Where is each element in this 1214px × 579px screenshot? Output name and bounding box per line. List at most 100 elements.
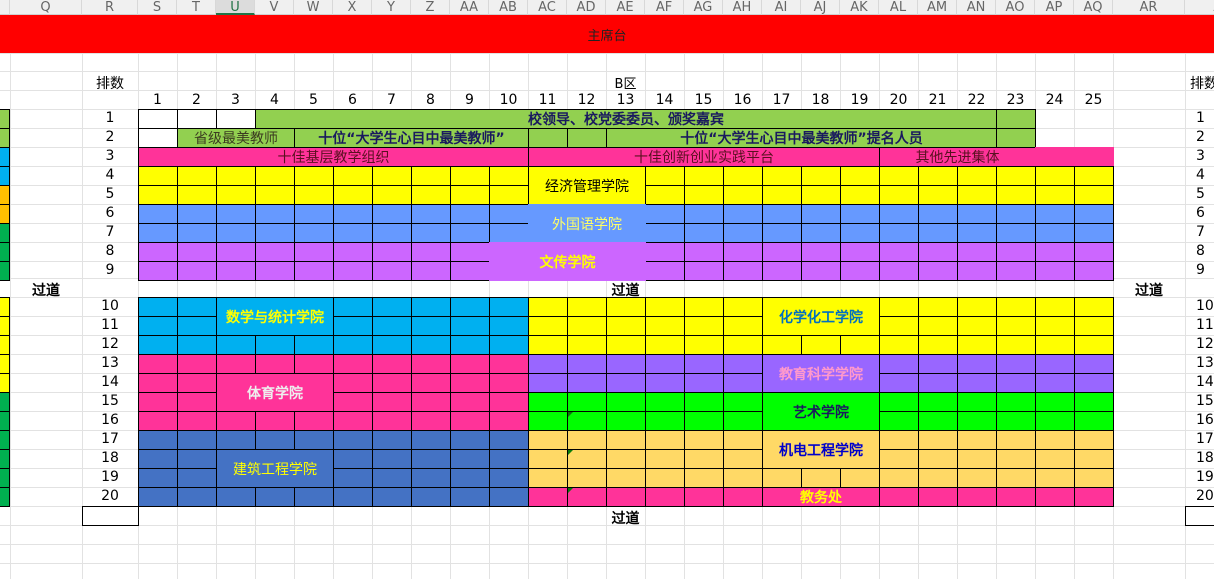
seat-cell[interactable] <box>372 392 412 412</box>
seat-cell[interactable] <box>684 316 724 336</box>
seat-cell[interactable] <box>1074 335 1114 355</box>
seat-cell[interactable] <box>411 392 451 412</box>
seat-cell[interactable] <box>411 411 451 431</box>
seat-cell[interactable] <box>918 316 958 336</box>
seat-cell[interactable] <box>996 109 1036 129</box>
seat-cell[interactable] <box>138 185 178 205</box>
seat-cell[interactable] <box>138 109 178 129</box>
seat-cell[interactable] <box>762 223 802 243</box>
seat-cell[interactable] <box>138 316 178 336</box>
seat-cell[interactable] <box>957 297 997 317</box>
seat-cell[interactable] <box>957 223 997 243</box>
seat-cell[interactable] <box>528 316 568 336</box>
seat-cell[interactable] <box>411 468 451 488</box>
column-header-an[interactable]: AN <box>957 0 996 15</box>
seat-cell[interactable] <box>645 297 685 317</box>
seat-cell[interactable] <box>1035 449 1075 469</box>
seat-cell[interactable] <box>177 392 217 412</box>
seat-cell[interactable] <box>294 411 334 431</box>
seat-cell[interactable] <box>333 316 373 336</box>
seat-cell[interactable] <box>606 316 646 336</box>
column-header-y[interactable]: Y <box>372 0 411 15</box>
seat-cell[interactable] <box>723 487 763 507</box>
seat-cell[interactable] <box>372 166 412 186</box>
seat-cell[interactable] <box>840 204 880 224</box>
seat-cell[interactable] <box>528 411 568 431</box>
seat-cell[interactable] <box>411 335 451 355</box>
seat-cell[interactable] <box>255 430 295 450</box>
seat-cell[interactable] <box>645 449 685 469</box>
seat-cell[interactable] <box>840 166 880 186</box>
column-header-r[interactable]: R <box>82 0 138 15</box>
seat-cell[interactable] <box>489 468 529 488</box>
economics-block[interactable]: 经济管理学院 <box>528 166 646 205</box>
error-indicator-icon[interactable] <box>568 450 573 455</box>
seat-cell[interactable] <box>216 204 256 224</box>
seat-cell[interactable] <box>138 297 178 317</box>
seat-cell[interactable] <box>177 316 217 336</box>
seat-cell[interactable] <box>1035 354 1075 374</box>
seat-cell[interactable] <box>1035 468 1075 488</box>
seat-cell[interactable] <box>528 128 568 148</box>
chemistry-block[interactable]: 化学化工学院 <box>762 297 880 336</box>
seat-cell[interactable] <box>255 487 295 507</box>
seat-cell[interactable] <box>645 166 685 186</box>
seat-cell[interactable] <box>840 242 880 262</box>
seat-cell[interactable] <box>294 487 334 507</box>
seat-cell[interactable] <box>957 166 997 186</box>
seat-cell[interactable] <box>684 185 724 205</box>
seat-cell[interactable] <box>411 185 451 205</box>
seat-cell[interactable] <box>996 430 1036 450</box>
academic-affairs-block[interactable]: 教务处 <box>762 487 880 507</box>
seat-cell[interactable] <box>1074 354 1114 374</box>
architecture-block[interactable]: 建筑工程学院 <box>216 449 334 488</box>
seat-cell[interactable] <box>684 449 724 469</box>
seat-cell[interactable] <box>840 223 880 243</box>
seat-cell[interactable] <box>645 185 685 205</box>
seat-cell[interactable] <box>567 335 607 355</box>
seat-cell[interactable] <box>177 297 217 317</box>
seat-cell[interactable] <box>606 430 646 450</box>
seat-cell[interactable] <box>723 335 763 355</box>
pink-filler[interactable] <box>1035 147 1114 167</box>
seat-cell[interactable] <box>957 354 997 374</box>
seat-cell[interactable] <box>723 449 763 469</box>
seat-cell[interactable] <box>645 411 685 431</box>
seat-cell[interactable] <box>918 335 958 355</box>
seat-cell[interactable] <box>996 128 1036 148</box>
seat-cell[interactable] <box>996 297 1036 317</box>
seat-cell[interactable] <box>762 242 802 262</box>
seat-cell[interactable] <box>450 335 490 355</box>
seat-cell[interactable] <box>333 297 373 317</box>
seat-cell[interactable] <box>1035 204 1075 224</box>
seat-cell[interactable] <box>723 204 763 224</box>
seat-cell[interactable] <box>138 335 178 355</box>
seat-cell[interactable] <box>1074 261 1114 281</box>
seat-cell[interactable] <box>489 392 529 412</box>
seat-cell[interactable] <box>528 335 568 355</box>
seat-cell[interactable] <box>1035 166 1075 186</box>
seat-cell[interactable] <box>684 354 724 374</box>
seat-cell[interactable] <box>996 223 1036 243</box>
seat-cell[interactable] <box>957 261 997 281</box>
seat-cell[interactable] <box>801 166 841 186</box>
seat-cell[interactable] <box>606 411 646 431</box>
column-header-s[interactable]: S <box>138 0 177 15</box>
seat-cell[interactable] <box>723 392 763 412</box>
seat-cell[interactable] <box>996 261 1036 281</box>
seat-cell[interactable] <box>411 487 451 507</box>
seat-cell[interactable] <box>450 297 490 317</box>
seat-cell[interactable] <box>372 185 412 205</box>
seat-cell[interactable] <box>1074 242 1114 262</box>
seat-cell[interactable] <box>918 223 958 243</box>
seat-cell[interactable] <box>918 242 958 262</box>
column-header-ag[interactable]: AG <box>684 0 723 15</box>
seat-cell[interactable] <box>723 373 763 393</box>
seat-cell[interactable] <box>489 373 529 393</box>
seat-cell[interactable] <box>879 487 919 507</box>
seat-cell[interactable] <box>216 261 256 281</box>
seat-cell[interactable] <box>411 223 451 243</box>
seat-cell[interactable] <box>177 223 217 243</box>
seat-cell[interactable] <box>489 449 529 469</box>
seat-cell[interactable] <box>177 487 217 507</box>
